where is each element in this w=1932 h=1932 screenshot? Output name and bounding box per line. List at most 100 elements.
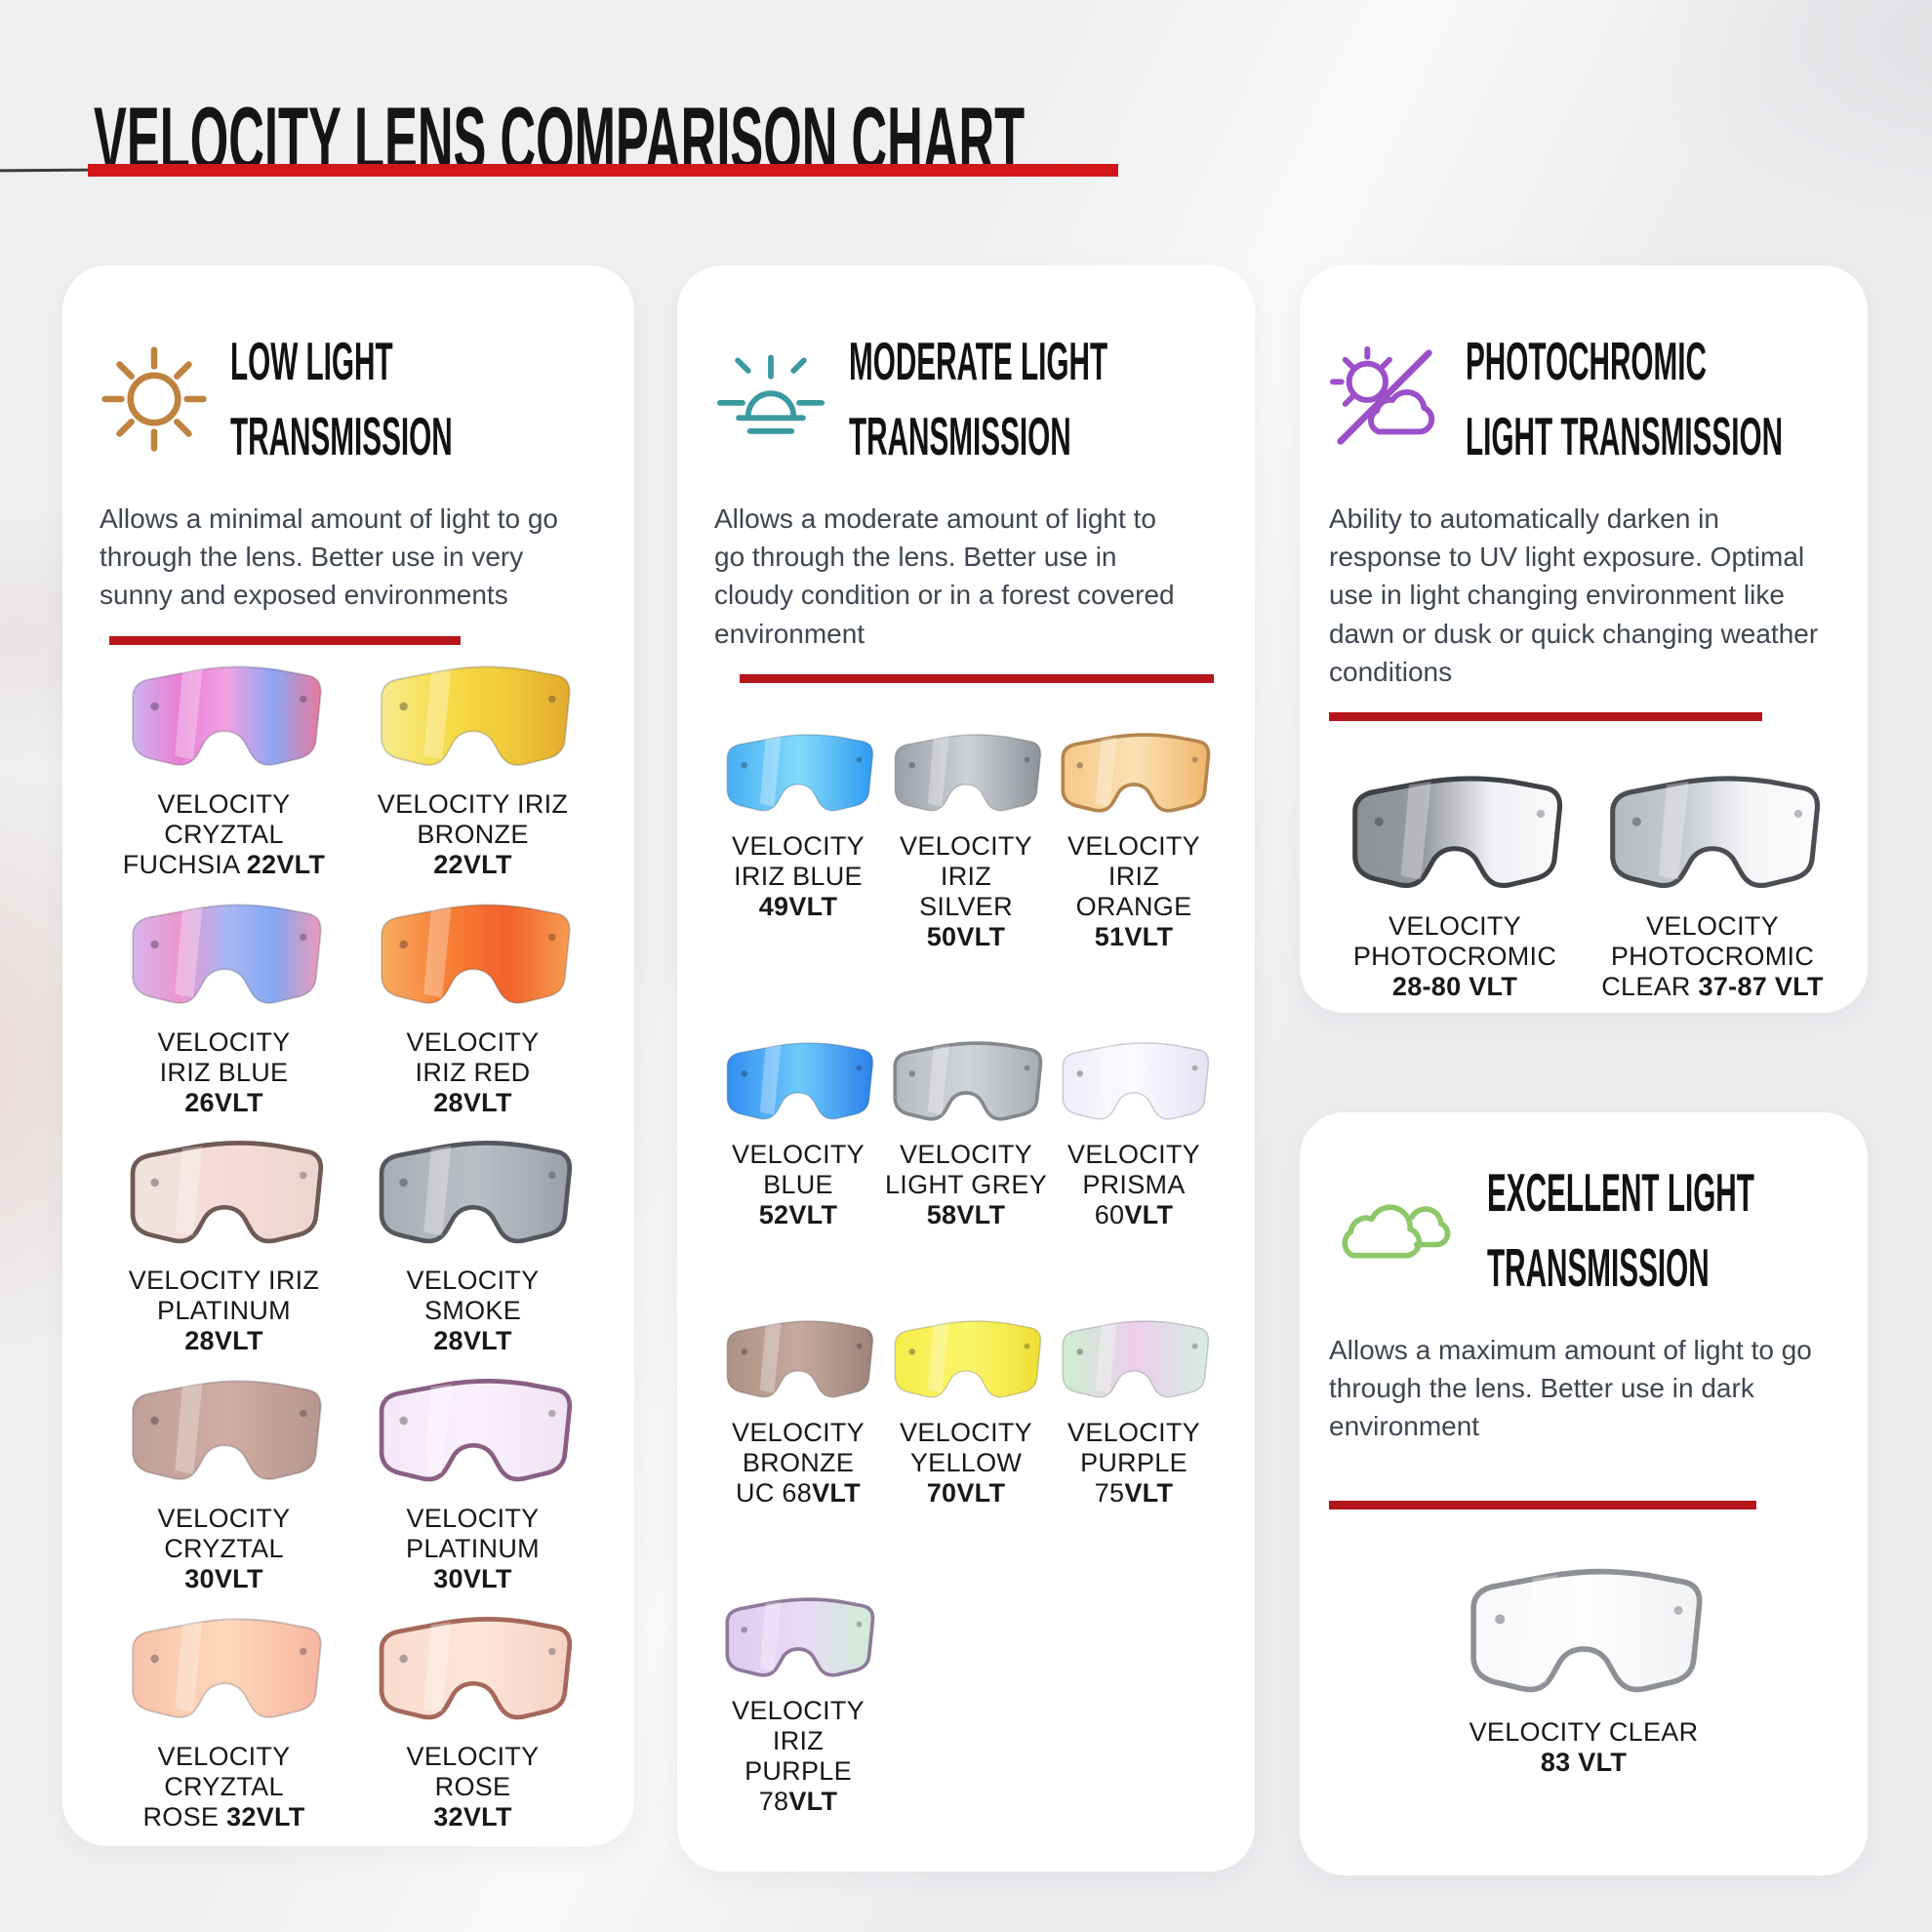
lens-image (1061, 732, 1211, 813)
lens-image (726, 1041, 874, 1120)
lens-image (1062, 1041, 1210, 1120)
lens-image (725, 1596, 875, 1677)
lens-item-rose-32vlt: VELOCITY ROSE 32VLT (348, 1613, 597, 1832)
lens-label: VELOCITY IRIZ BLUE 26VLT (157, 1026, 291, 1117)
lens-image (894, 1319, 1042, 1398)
red-divider (740, 673, 1214, 683)
title-underline-red-bar (88, 164, 1118, 177)
lens-image (893, 1040, 1043, 1121)
lens-item-cryztal-30vlt: VELOCITY CRYZTAL 30VLT (100, 1375, 348, 1594)
lens-item-iriz-bronze-22vlt: VELOCITY IRIZ BRONZE 22VLT (348, 661, 597, 880)
lens-grid: VELOCITY PHOTOCROMIC 28-80 VLT VELOCITY PHO… (1329, 772, 1838, 1002)
card-description: Allows a minimal amount of light to go t… (100, 503, 558, 611)
lens-label: VELOCITY PHOTOCROMIC CLEAR 37-87 VLT (1601, 910, 1824, 1001)
lens-image (726, 1319, 874, 1398)
title-underline (0, 164, 1118, 177)
lens-item-platinum-30vlt: VELOCITY PLATINUM 30VLT (348, 1375, 597, 1594)
lens-image (379, 1140, 572, 1243)
lens-label: VELOCITY IRIZ RED 28VLT (406, 1026, 540, 1117)
lens-label: VELOCITY PHOTOCROMIC 28-80 VLT (1352, 910, 1557, 1001)
clouds-icon (1329, 1181, 1466, 1281)
lens-item-purple-75vlt: VELOCITY PURPLE 75VLT (1050, 1316, 1218, 1509)
lens-label: VELOCITY ROSE 32VLT (406, 1741, 540, 1831)
lens-label: VELOCITY IRIZ BRONZE 22VLT (377, 788, 569, 879)
lens-item-iriz-blue-49vlt: VELOCITY IRIZ BLUE 49VLT (714, 730, 882, 952)
lens-item-light-grey-58vlt: VELOCITY LIGHT GREY 58VLT (882, 1038, 1050, 1230)
lens-label: VELOCITY LIGHT GREY 58VLT (884, 1139, 1048, 1229)
lens-label: VELOCITY BRONZE UC 68VLT (732, 1417, 865, 1508)
lens-item-yellow-70vlt: VELOCITY YELLOW 70VLT (882, 1316, 1050, 1509)
lens-image (894, 733, 1042, 812)
lens-image (379, 1616, 572, 1719)
lens-label: VELOCITY CRYZTAL FUCHSIA 22VLT (122, 788, 326, 879)
lens-item-cryztal-fuchsia-22vlt: VELOCITY CRYZTAL FUCHSIA 22VLT (100, 661, 348, 880)
lens-grid: VELOCITY CLEAR 83 VLT (1329, 1564, 1838, 1778)
lens-item-iriz-blue-26vlt: VELOCITY IRIZ BLUE 26VLT (100, 899, 348, 1118)
lens-item-iriz-platinum-28vlt: VELOCITY IRIZ PLATINUM 28VLT (100, 1137, 348, 1356)
lens-item-iriz-purple-78vlt: VELOCITY IRIZ PURPLE 78VLT (714, 1594, 882, 1817)
lens-label: VELOCITY IRIZ BLUE 49VLT (732, 830, 865, 921)
lens-item-prisma-60vlt: VELOCITY PRISMA 60VLT (1050, 1038, 1218, 1230)
lens-item-cryztal-rose-32vlt: VELOCITY CRYZTAL ROSE 32VLT (100, 1613, 348, 1832)
lens-item-clear-83-vlt: VELOCITY CLEAR 83 VLT (1329, 1564, 1838, 1778)
lens-label: VELOCITY IRIZ ORANGE 51VLT (1067, 830, 1200, 951)
lens-image (130, 1140, 323, 1243)
card-header: EXCELLENT LIGHT TRANSMISSION (1329, 1155, 1838, 1306)
sun-cloud-slash-icon (1329, 342, 1444, 457)
lens-image (1062, 1319, 1210, 1398)
card-photochromic-light-transmission: PHOTOCHROMIC LIGHT TRANSMISSION Ability … (1300, 265, 1868, 1013)
lens-label: VELOCITY PURPLE 75VLT (1067, 1417, 1200, 1508)
lens-image (1470, 1568, 1703, 1692)
red-divider (109, 635, 461, 645)
lens-image (131, 664, 322, 766)
title-underline-dark-segment (0, 168, 93, 173)
card-title: PHOTOCHROMIC LIGHT TRANSMISSION (1466, 331, 1784, 466)
red-divider (1329, 711, 1762, 721)
lens-label: VELOCITY IRIZ PLATINUM 28VLT (128, 1265, 320, 1355)
lens-image (1352, 776, 1563, 888)
lens-image (131, 1617, 322, 1718)
lens-label: VELOCITY IRIZ PURPLE 78VLT (732, 1695, 865, 1816)
lens-item-smoke-28vlt: VELOCITY SMOKE 28VLT (348, 1137, 597, 1356)
lens-image (131, 1379, 322, 1480)
lens-label: VELOCITY CRYZTAL 30VLT (157, 1503, 291, 1593)
lens-image (380, 903, 571, 1004)
lens-label: VELOCITY SMOKE 28VLT (406, 1265, 540, 1355)
lens-item-photocromic-clear-37-87-vlt: VELOCITY PHOTOCROMIC CLEAR 37-87 VLT (1587, 772, 1838, 1002)
card-moderate-light-transmission: MODERATE LIGHT TRANSMISSION Allows a mod… (677, 265, 1255, 1872)
lens-item-iriz-silver-50vlt: VELOCITY IRIZ SILVER 50VLT (882, 730, 1050, 952)
card-header: LOW LIGHT TRANSMISSION (100, 324, 597, 474)
card-excellent-light-transmission: EXCELLENT LIGHT TRANSMISSION Allows a ma… (1300, 1112, 1868, 1875)
lens-grid: VELOCITY CRYZTAL FUCHSIA 22VLT VELOCITY IR… (100, 661, 597, 1832)
red-divider (1329, 1500, 1756, 1509)
card-description: Ability to automatically darken in respo… (1329, 503, 1819, 687)
card-description: Allows a moderate amount of light to go … (714, 503, 1175, 649)
lens-image (380, 664, 571, 766)
sun-icon (100, 344, 209, 454)
lens-item-photocromic-28-80-vlt: VELOCITY PHOTOCROMIC 28-80 VLT (1329, 772, 1581, 1002)
lens-label: VELOCITY IRIZ SILVER 50VLT (900, 830, 1032, 951)
lens-label: VELOCITY CLEAR 83 VLT (1469, 1716, 1699, 1777)
sunrise-icon (714, 342, 827, 456)
card-description: Allows a maximum amount of light to go t… (1329, 1335, 1812, 1442)
lens-label: VELOCITY PLATINUM 30VLT (406, 1503, 540, 1593)
lens-grid: VELOCITY IRIZ BLUE 49VLT VELOCITY IRIZ SILVE… (714, 730, 1218, 1817)
lens-label: VELOCITY PRISMA 60VLT (1067, 1139, 1200, 1229)
lens-image (726, 733, 874, 812)
card-title: LOW LIGHT TRANSMISSION (230, 331, 453, 466)
card-title: MODERATE LIGHT TRANSMISSION (849, 331, 1108, 466)
card-header: PHOTOCHROMIC LIGHT TRANSMISSION (1329, 324, 1838, 474)
lens-image (1610, 776, 1821, 888)
lens-item-bronze-uc-68vlt: VELOCITY BRONZE UC 68VLT (714, 1316, 882, 1509)
card-title: EXCELLENT LIGHT TRANSMISSION (1487, 1162, 1754, 1298)
lens-item-blue-52vlt: VELOCITY BLUE 52VLT (714, 1038, 882, 1230)
page-title: VELOCITY LENS COMPARISON CHART (94, 87, 1026, 190)
lens-item-iriz-red-28vlt: VELOCITY IRIZ RED 28VLT (348, 899, 597, 1118)
lens-label: VELOCITY BLUE 52VLT (732, 1139, 865, 1229)
card-low-light-transmission: LOW LIGHT TRANSMISSION Allows a minimal … (62, 265, 634, 1846)
card-header: MODERATE LIGHT TRANSMISSION (714, 324, 1218, 474)
lens-item-iriz-orange-51vlt: VELOCITY IRIZ ORANGE 51VLT (1050, 730, 1218, 952)
lens-label: VELOCITY YELLOW 70VLT (900, 1417, 1032, 1508)
lens-image (379, 1378, 572, 1481)
lens-label: VELOCITY CRYZTAL ROSE 32VLT (142, 1741, 305, 1831)
